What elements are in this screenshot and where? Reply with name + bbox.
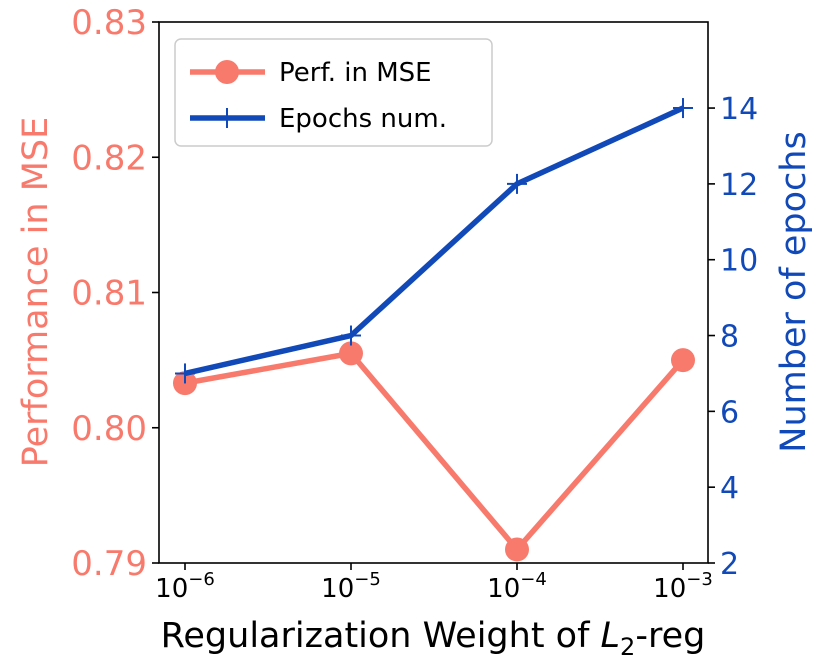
x-tick-label: 10−5 xyxy=(321,569,381,604)
x-tick-label-base: 10 xyxy=(653,574,686,604)
left-y-axis: 0.79 0.80 0.81 0.82 0.83 xyxy=(71,3,159,584)
legend-swatch-mse-marker xyxy=(215,60,239,84)
x-tick-label-exponent: −4 xyxy=(520,569,547,590)
series-line-epochs xyxy=(184,105,685,377)
x-tick-label: 10−6 xyxy=(155,569,215,604)
data-point-mse xyxy=(505,537,529,562)
y-axis-right-label: Number of epochs xyxy=(774,131,814,452)
x-axis-label-subscript: 2 xyxy=(620,633,635,661)
x-axis: 10−6 10−5 10−4 10−3 xyxy=(155,563,713,604)
data-point-mse xyxy=(671,348,695,373)
series-layer xyxy=(173,98,695,562)
y-axis-left-label: Performance in MSE xyxy=(16,117,56,467)
x-tick-label: 10−4 xyxy=(487,569,547,604)
right-tick-label: 12 xyxy=(720,168,758,203)
x-axis-label: Regularization Weight of L2-reg xyxy=(161,616,706,661)
x-tick-label-base: 10 xyxy=(155,574,188,604)
data-point-mse xyxy=(339,341,363,366)
right-y-axis: 2 4 6 8 10 12 14 xyxy=(708,92,758,582)
x-axis-label-suffix: -reg xyxy=(635,616,705,656)
legend-label-epochs: Epochs num. xyxy=(279,104,447,134)
right-tick-label: 14 xyxy=(720,92,758,127)
left-tick-label: 0.82 xyxy=(71,138,147,178)
data-point-epochs xyxy=(175,363,195,384)
x-tick-label-base: 10 xyxy=(321,574,354,604)
right-tick-label: 8 xyxy=(720,320,739,355)
x-tick-label-exponent: −6 xyxy=(188,569,215,590)
x-tick-label-exponent: −3 xyxy=(686,569,713,590)
left-tick-label: 0.80 xyxy=(71,409,147,449)
x-axis-label-variable: L xyxy=(601,616,621,656)
left-tick-label: 0.79 xyxy=(71,544,147,584)
right-tick-label: 4 xyxy=(720,471,739,506)
legend-label-mse: Perf. in MSE xyxy=(279,58,432,88)
x-tick-label: 10−3 xyxy=(653,569,713,604)
series-line-mse xyxy=(184,350,686,553)
right-tick-label: 6 xyxy=(720,395,739,430)
left-tick-label: 0.83 xyxy=(71,3,147,43)
x-tick-label-base: 10 xyxy=(487,574,520,604)
x-tick-label-exponent: −5 xyxy=(354,569,381,590)
left-tick-label: 0.81 xyxy=(71,274,147,314)
data-point-epochs xyxy=(673,98,693,119)
data-point-epochs xyxy=(341,325,361,346)
data-point-epochs xyxy=(507,173,527,194)
x-axis-label-prefix: Regularization Weight of xyxy=(161,616,601,656)
right-tick-label: 10 xyxy=(720,244,758,279)
plot-frame xyxy=(158,21,709,564)
legend: Perf. in MSE Epochs num. xyxy=(174,38,493,147)
right-tick-label: 2 xyxy=(720,547,739,582)
